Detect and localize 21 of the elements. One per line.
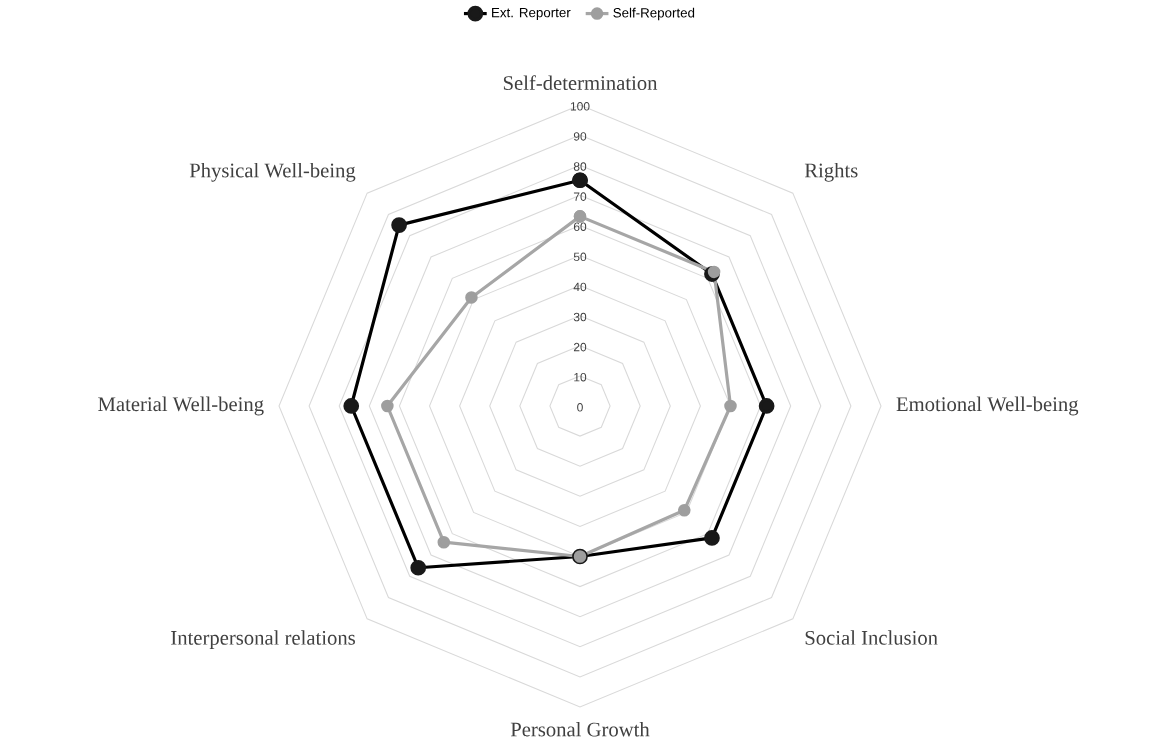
y-tick-label: 100 — [570, 102, 590, 111]
spoke-label: Emotional Well-being — [896, 396, 1079, 416]
y-tick-label: 40 — [573, 282, 587, 292]
y-tick-label: 70 — [573, 192, 587, 201]
spoke-label: Personal Growth — [510, 721, 650, 737]
y-tick-label: 0 — [577, 403, 583, 412]
y-tick-label: 80 — [573, 162, 587, 171]
spoke-label: Physical Well-being — [189, 162, 356, 182]
y-tick-label: 50 — [573, 252, 587, 262]
spoke-label: Rights — [804, 162, 858, 182]
y-tick-label: 60 — [573, 222, 587, 231]
spoke-label: Material Well-being — [98, 396, 264, 416]
y-tick-label: 20 — [573, 342, 587, 352]
y-tick-label: 10 — [574, 372, 587, 382]
y-tick-label: 30 — [573, 312, 587, 322]
legend-label: Self-Reported — [613, 7, 695, 21]
legend-label: Ext. Reporter — [492, 7, 571, 20]
spoke-label: Interpersonal relations — [171, 630, 355, 650]
spoke-label: Social Inclusion — [805, 630, 938, 645]
y-tick-label: 90 — [573, 132, 587, 141]
spoke-label: Self-determination — [503, 75, 658, 91]
